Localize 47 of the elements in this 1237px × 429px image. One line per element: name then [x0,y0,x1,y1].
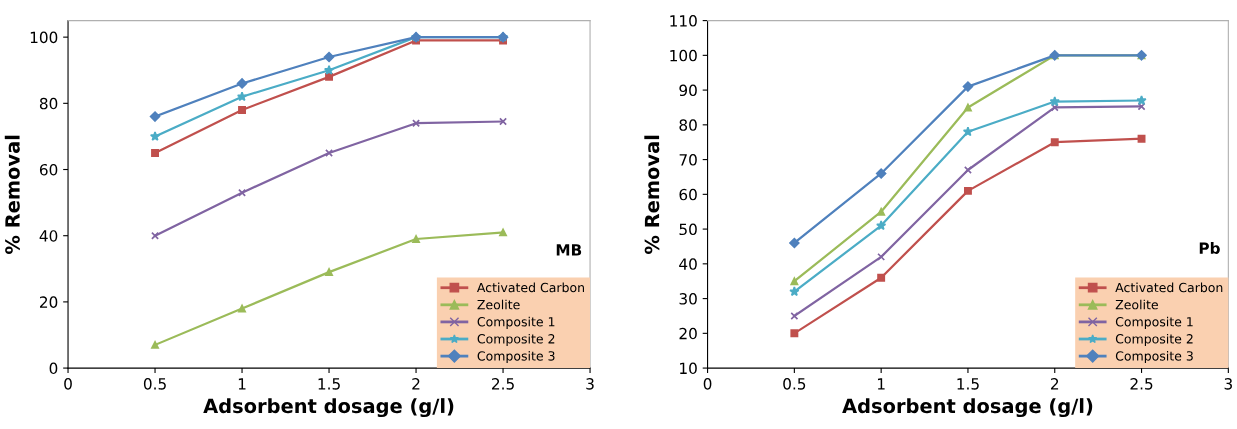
legend-label: Composite 2 [477,333,555,346]
y-tick-label: 80 [39,97,58,110]
legend-label: Zeolite [477,299,520,310]
x-tick-label: 2.5 [492,378,514,390]
x-tick-label: 3 [1224,378,1232,390]
annotation: Pb [1199,242,1220,254]
x-tick-label: 2 [1051,378,1059,390]
annotation: MB [556,244,582,256]
x-tick-label: 2.5 [1130,378,1153,390]
x-tick-label: 0 [64,378,72,390]
legend-label: Composite 1 [477,316,555,329]
x-tick-label: 0 [703,378,712,390]
y-tick-label: 20 [39,296,58,308]
y-tick-label: 90 [679,84,697,97]
legend-label: Activated Carbon [476,282,584,293]
y-axis-title: % Removal [4,135,20,254]
y-tick-label: 100 [30,31,58,44]
legend-label: Composite 2 [1115,333,1193,346]
y-tick-label: 10 [680,362,697,375]
y-tick-label: 40 [679,258,697,270]
legend-label: Composite 1 [1115,316,1193,329]
x-tick-label: 3 [586,378,594,390]
y-tick-label: 100 [670,49,697,62]
x-tick-label: 0.5 [783,378,806,390]
y-axis-title: % Removal [644,135,660,254]
x-tick-label: 1.5 [318,378,340,390]
y-tick-label: 110 [670,15,697,27]
y-tick-label: 40 [39,230,58,242]
legend-label: Zeolite [1115,299,1158,310]
y-tick-label: 80 [679,119,697,131]
x-axis-title: Adsorbent dosage (g/l) [203,398,454,418]
y-tick-label: 30 [679,293,697,305]
x-axis-title: Adsorbent dosage (g/l) [842,398,1093,418]
legend-label: Activated Carbon [1115,282,1223,293]
x-tick-label: 1 [238,378,246,390]
y-tick-label: 70 [679,154,697,166]
x-tick-label: 0.5 [143,378,166,390]
legend-label: Composite 3 [477,350,555,364]
y-tick-label: 60 [679,188,697,201]
x-tick-label: 1 [877,378,885,390]
y-tick-label: 60 [39,163,58,176]
y-tick-label: 50 [679,223,697,236]
y-tick-label: 0 [49,362,58,375]
legend-label: Composite 3 [1115,350,1193,364]
x-tick-label: 1.5 [957,378,979,390]
y-tick-label: 20 [679,327,697,340]
x-tick-label: 2 [412,378,420,390]
